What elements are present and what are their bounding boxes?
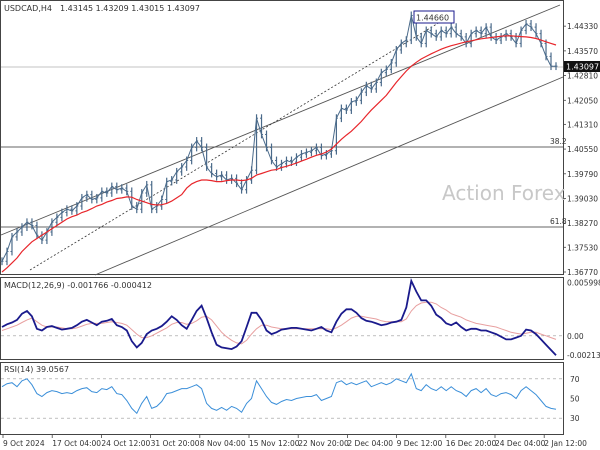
macd-signal-line	[1, 301, 557, 345]
rsi-title: RSI(14) 39.0567	[4, 365, 69, 374]
macd-plot	[1, 278, 563, 356]
rsi-panel-border	[0, 362, 564, 435]
price-tick-label: 1.38270	[567, 219, 598, 228]
macd-title: MACD(12,26,9) -0.001766 -0.000412	[4, 281, 152, 290]
time-tick-label: 31 Oct 20:00	[151, 439, 200, 448]
high-label-box	[413, 10, 455, 24]
fib-382-label: 38.2	[550, 137, 567, 146]
chart-ohlc: 1.43145 1.43209 1.43015 1.43097	[60, 4, 200, 13]
price-tick-label: 1.42050	[567, 96, 598, 105]
fib-618-label: 61.8	[550, 217, 567, 226]
chart-symbol: USDCAD,H4	[4, 4, 52, 13]
rsi-tick-label: 70	[570, 375, 580, 384]
time-tick-label: 9 Dec 12:00	[397, 439, 443, 448]
rsi-tick-label: 30	[570, 414, 580, 423]
price-tick-label: 1.37530	[567, 243, 598, 252]
time-tick-label: 17 Oct 04:00	[52, 439, 101, 448]
last-price-box	[564, 61, 600, 72]
time-tick-label: 22 Nov 20:00	[298, 439, 349, 448]
price-tick-label: 1.39030	[567, 195, 598, 204]
price-tick-label: 1.40550	[567, 145, 598, 154]
price-tick-label: 1.39790	[567, 170, 598, 179]
macd-tick-label: 0.005998	[567, 279, 600, 288]
channel-lower-line	[94, 76, 564, 276]
time-tick-label: 16 Dec 20:00	[446, 439, 497, 448]
rsi-tick-label: 50	[570, 395, 580, 404]
time-tick-label: 8 Nov 04:00	[200, 439, 246, 448]
time-tick-label: 15 Nov 12:00	[249, 439, 300, 448]
macd-panel-border	[0, 277, 564, 360]
price-panel-border	[0, 0, 564, 275]
price-tick-label: 1.41310	[567, 120, 598, 129]
rsi-line	[1, 372, 557, 415]
time-tick-label: 2 Dec 04:00	[347, 439, 393, 448]
high-label: 1.44660	[416, 14, 449, 23]
price-tick-label: 1.44330	[567, 22, 598, 31]
time-tick-label: 24 Oct 12:00	[101, 439, 150, 448]
price-tick-label: 1.36770	[567, 268, 598, 277]
macd-tick-label: -0.002136	[567, 351, 600, 360]
last-price: 1.43097	[566, 63, 599, 72]
axes: 1.44330 1.43570 1.42810 1.42050 1.41310 1.405…	[2, 22, 600, 448]
time-tick-label: 9 Oct 2024	[3, 439, 45, 448]
time-tick-label: 24 Dec 04:00	[495, 439, 546, 448]
price-close-line	[1, 15, 556, 262]
macd-tick-label: 0.00	[567, 332, 584, 341]
moving-average-line	[1, 35, 557, 273]
projection-dotted-line	[29, 15, 451, 271]
price-plot	[0, 4, 564, 276]
time-tick-label: 2 Jan 12:00	[544, 439, 587, 448]
rsi-plot	[1, 372, 563, 419]
watermark: Action Forex	[442, 181, 566, 205]
price-tick-label: 1.43570	[567, 47, 598, 56]
macd-line	[1, 278, 557, 356]
price-tick-label: 1.42810	[567, 72, 598, 81]
